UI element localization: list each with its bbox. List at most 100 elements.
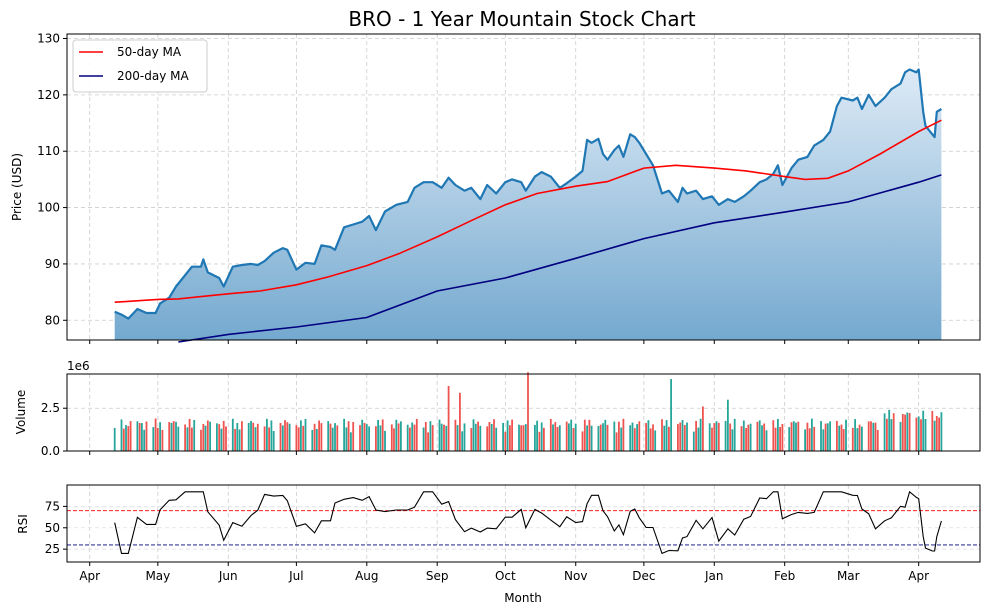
volume-bar <box>343 418 345 451</box>
volume-bar <box>236 423 239 451</box>
volume-bar <box>156 427 159 451</box>
x-tick-label: Oct <box>495 569 516 583</box>
rsi-ticks: 25 50 75 <box>45 499 67 556</box>
volume-bar <box>254 427 257 451</box>
volume-bar <box>345 427 348 451</box>
volume-bar <box>554 422 557 451</box>
x-tick-label: May <box>145 569 170 583</box>
volume-bar <box>284 420 286 451</box>
volume-bar <box>804 429 806 451</box>
volume-bar <box>504 431 507 451</box>
volume-bar <box>252 422 255 451</box>
volume-bar <box>363 422 366 451</box>
volume-bar <box>315 428 318 451</box>
price-ylabel: Price (USD) <box>10 153 24 221</box>
volume-bar <box>933 420 936 451</box>
volume-bar <box>288 423 291 451</box>
volume-bar <box>193 419 196 451</box>
volume-bar <box>204 425 207 451</box>
x-tick-label: Feb <box>774 569 795 583</box>
volume-bar <box>400 421 402 451</box>
volume-bar <box>695 420 697 451</box>
volume-bar <box>731 429 734 451</box>
volume-bar <box>145 421 148 451</box>
volume-bar <box>361 419 364 451</box>
volume-bar <box>186 427 189 451</box>
volume-bar <box>281 425 284 451</box>
volume-bar <box>558 425 561 451</box>
volume-bar <box>347 421 350 451</box>
volume-bar <box>552 424 554 451</box>
volume-bar <box>590 425 593 451</box>
volume-bars <box>113 372 943 451</box>
volume-y-tick-label: 0.0 <box>41 444 60 458</box>
volume-y-tick-label: 2.5 <box>41 401 60 415</box>
volume-bar <box>120 419 123 451</box>
volume-bar <box>395 419 398 451</box>
volume-bar <box>518 424 520 451</box>
volume-bar <box>740 426 743 451</box>
volume-bar <box>170 422 173 451</box>
volume-bar <box>613 421 616 451</box>
rsi-line <box>114 490 942 555</box>
volume-bar <box>556 427 559 451</box>
volume-bar <box>574 423 577 451</box>
volume-bar <box>842 429 845 451</box>
volume-bar <box>565 421 568 451</box>
mountain-area <box>114 69 942 340</box>
volume-bar <box>904 414 906 451</box>
volume-bar <box>534 424 536 451</box>
volume-scale-label: 1e6 <box>67 359 90 373</box>
volume-bar <box>829 421 831 451</box>
volume-bar <box>524 424 527 451</box>
price-y-tick-label: 120 <box>37 88 60 102</box>
volume-bar <box>665 420 668 451</box>
volume-bar <box>168 422 171 451</box>
volume-bar <box>368 426 370 451</box>
legend: 50-day MA 200-day MA <box>72 39 208 93</box>
volume-bar <box>202 424 205 451</box>
volume-bar <box>390 424 393 451</box>
volume-bar <box>822 429 825 451</box>
volume-bar <box>824 423 827 451</box>
volume-bar <box>154 418 157 451</box>
volume-bar <box>266 418 268 451</box>
volume-bar <box>225 426 227 451</box>
volume-bar <box>256 423 259 451</box>
volume-bar <box>206 420 209 451</box>
volume-panel: 0.0 2.5 1e6 Volume <box>14 359 981 458</box>
volume-bar <box>631 422 634 451</box>
volume-bar <box>568 423 570 451</box>
volume-bar <box>645 423 647 451</box>
volume-bar <box>840 424 843 451</box>
volume-bar <box>711 427 713 451</box>
volume-bar <box>922 410 925 451</box>
volume-bar <box>733 418 736 451</box>
volume-bar <box>777 418 779 451</box>
volume-bar <box>883 413 886 451</box>
volume-bar <box>379 425 382 451</box>
volume-bar <box>686 422 688 451</box>
volume-bar <box>159 422 161 451</box>
volume-bar <box>490 424 493 451</box>
price-y-tick-label: 90 <box>45 257 60 271</box>
volume-bar <box>327 421 330 451</box>
volume-bar <box>647 420 650 451</box>
volume-bar <box>279 423 282 451</box>
volume-ylabel: Volume <box>14 390 28 435</box>
x-tick-label: Jun <box>218 569 238 583</box>
volume-bar <box>851 427 854 451</box>
volume-bar <box>820 421 822 451</box>
rsi-y-tick-label: 75 <box>45 499 60 513</box>
volume-bar <box>618 421 620 451</box>
volume-bar <box>572 428 575 451</box>
price-panel: 80 90 100 110 120 130 Price (USD) 50-day MA 2… <box>10 32 981 344</box>
volume-bar <box>583 419 586 451</box>
legend-box <box>72 39 208 93</box>
volume-bar <box>813 426 816 451</box>
volume-bar <box>876 430 879 451</box>
volume-bar <box>334 423 336 451</box>
volume-bar <box>456 425 459 451</box>
volume-bar <box>472 419 475 451</box>
